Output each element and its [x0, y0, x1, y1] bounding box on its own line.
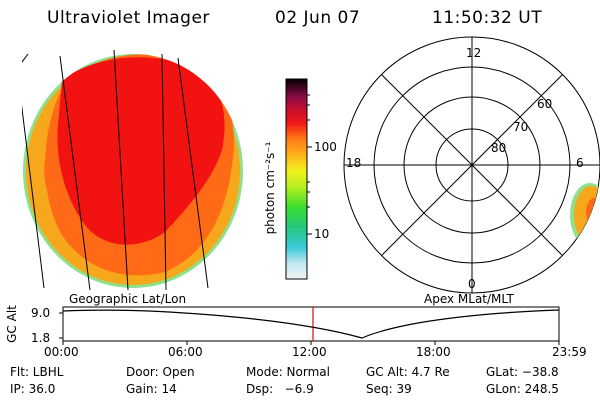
mlt-label-12: 12	[466, 46, 482, 60]
timeline-xtick: 00:00	[44, 345, 79, 359]
geographic-title: Geographic Lat/Lon	[69, 292, 187, 306]
polar-emission	[570, 183, 600, 247]
date-label: 02 Jun 07	[275, 8, 361, 28]
dsp-info: Dsp: −6.9	[246, 382, 314, 396]
mlat-label-80: 80	[491, 141, 507, 155]
colorbar	[285, 78, 308, 280]
mlt-label-0: 0	[468, 277, 476, 291]
filter-info: Flt: LBHL	[10, 365, 64, 379]
colorbar-tick-100: 100	[314, 140, 337, 154]
colorbar-tick-10: 10	[314, 227, 330, 241]
seq-info: Seq: 39	[366, 382, 412, 396]
polar-plot	[343, 36, 600, 294]
mode-info: Mode: Normal	[246, 365, 330, 379]
glon-info: GLon: 248.5	[486, 382, 559, 396]
geographic-grid	[22, 50, 209, 290]
timeline-xtick: 06:00	[168, 345, 203, 359]
timeline-ylabel: GC Alt	[5, 305, 19, 343]
ip-info: IP: 36.0	[10, 382, 56, 396]
glat-info: GLat: −38.8	[486, 365, 559, 379]
time-label: 11:50:32 UT	[432, 8, 543, 28]
instrument-title: Ultraviolet Imager	[47, 8, 210, 28]
colorbar-ticks	[307, 94, 312, 235]
timeline-ytick-top: 9.0	[31, 306, 51, 320]
colorbar-unit-label: photon cm⁻²s⁻¹	[263, 141, 277, 235]
altitude-curve	[62, 309, 560, 339]
disk-core-emission	[57, 57, 225, 245]
timeline-xtick: 18:00	[416, 345, 451, 359]
door-info: Door: Open	[126, 365, 195, 379]
altitude-timeline	[59, 306, 560, 345]
mlt-label-18: 18	[346, 156, 362, 170]
timeline-xtick: 23:59	[552, 345, 587, 359]
apex-title: Apex MLat/MLT	[424, 292, 514, 306]
timeline-xtick: 12:00	[292, 345, 327, 359]
gc-alt-info: GC Alt: 4.7 Re	[366, 365, 450, 379]
timeline-ytick-bottom: 1.8	[31, 331, 51, 345]
uv-earth-disk	[22, 50, 243, 290]
mlt-label-6: 6	[576, 156, 584, 170]
gain-info: Gain: 14	[126, 382, 177, 396]
mlat-label-70: 70	[513, 120, 529, 134]
mlat-label-60: 60	[537, 97, 553, 111]
